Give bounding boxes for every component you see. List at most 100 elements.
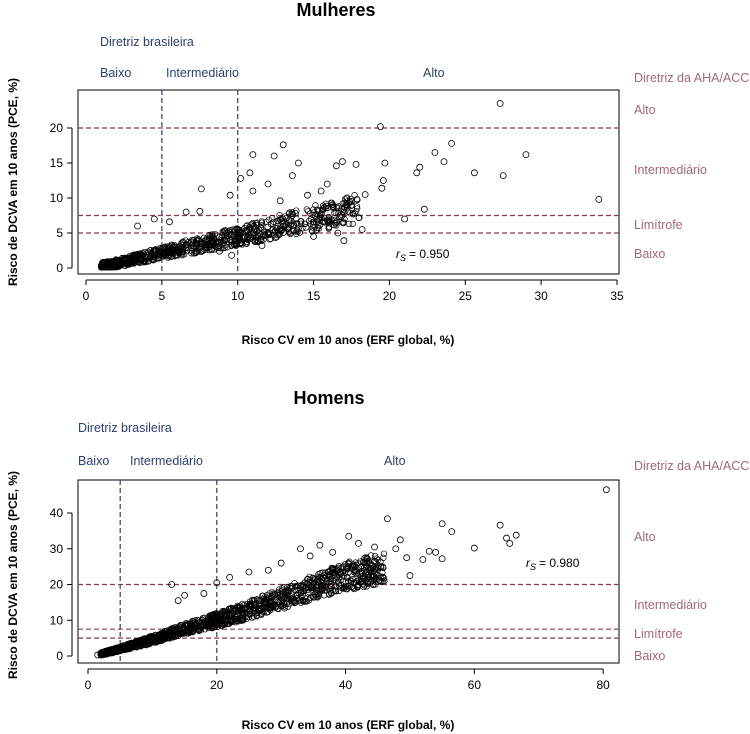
data-point xyxy=(351,210,358,217)
data-point xyxy=(150,215,158,223)
x-tick-label: 40 xyxy=(339,678,353,692)
data-point xyxy=(234,237,241,245)
data-point xyxy=(323,180,331,188)
brazil-guideline-title: Diretriz brasileira xyxy=(100,35,194,49)
data-point xyxy=(357,564,364,571)
data-point xyxy=(176,248,183,255)
data-point xyxy=(192,245,200,252)
data-point xyxy=(175,629,182,636)
data-point xyxy=(309,228,316,235)
data-point xyxy=(376,123,384,130)
data-point xyxy=(251,597,258,604)
data-point xyxy=(212,620,219,627)
data-point xyxy=(258,611,265,619)
data-point xyxy=(314,207,321,214)
data-point xyxy=(340,206,347,213)
data-point xyxy=(355,214,363,222)
data-point xyxy=(362,578,369,585)
chart-title: Homens xyxy=(293,388,364,408)
data-point xyxy=(226,226,234,234)
data-point xyxy=(114,645,122,652)
data-point xyxy=(276,231,283,238)
aha-category-borderline: Limítrofe xyxy=(634,218,683,232)
data-point xyxy=(316,222,323,229)
data-point xyxy=(320,204,328,211)
data-point xyxy=(168,241,175,248)
data-point xyxy=(146,640,153,648)
data-point xyxy=(361,191,369,198)
data-point xyxy=(340,219,347,227)
data-point xyxy=(359,575,367,582)
data-point xyxy=(431,149,439,156)
data-point xyxy=(258,218,265,225)
data-point xyxy=(329,548,337,556)
data-point xyxy=(161,634,169,641)
data-point xyxy=(273,596,280,604)
data-point xyxy=(198,240,205,247)
chart-panel-mulheres: Mulheres Diretriz brasileira Baixo Inter… xyxy=(6,0,749,347)
data-point xyxy=(343,195,350,202)
data-point xyxy=(440,158,448,166)
spearman-value: = 0.980 xyxy=(539,556,580,570)
data-point xyxy=(278,218,285,225)
data-point xyxy=(194,626,201,633)
y-tick-label: 5 xyxy=(56,226,63,240)
data-point xyxy=(181,591,188,599)
data-point xyxy=(249,151,257,159)
data-point xyxy=(269,601,276,608)
data-point xyxy=(370,581,377,588)
data-point xyxy=(341,196,349,203)
data-point xyxy=(208,246,215,254)
data-point xyxy=(331,209,338,217)
data-point xyxy=(284,589,291,596)
spearman-annotation: rS = 0.950 xyxy=(396,247,450,263)
data-point xyxy=(403,554,411,562)
data-point xyxy=(218,618,225,625)
aha-category-borderline: Limítrofe xyxy=(634,627,683,641)
data-point xyxy=(268,215,276,222)
data-point xyxy=(158,630,165,637)
data-point xyxy=(368,565,375,572)
data-point xyxy=(258,221,265,229)
data-point xyxy=(196,207,204,215)
data-point xyxy=(153,252,160,259)
data-point xyxy=(169,625,177,632)
y-axis-title: Risco de DCVA em 10 anos (PCE, %) xyxy=(6,471,20,679)
data-point xyxy=(246,601,253,608)
data-point xyxy=(227,231,235,238)
data-point xyxy=(131,259,138,267)
data-point xyxy=(318,206,326,213)
spearman-subscript: S xyxy=(400,253,406,263)
data-point xyxy=(334,578,342,585)
data-point xyxy=(132,251,139,258)
data-point xyxy=(313,226,321,234)
aha-guideline-title: Diretriz da AHA/ACC xyxy=(634,459,749,473)
data-point xyxy=(321,582,329,589)
data-point xyxy=(377,563,385,571)
data-point xyxy=(332,587,340,595)
data-point xyxy=(349,209,356,217)
chart-title: Mulheres xyxy=(296,0,375,20)
x-axis: 0 5 10 15 20 25 30 35 xyxy=(83,279,624,303)
data-point xyxy=(270,218,277,226)
data-point xyxy=(174,597,182,604)
data-point xyxy=(366,560,374,567)
data-point xyxy=(198,247,205,255)
data-point xyxy=(169,250,176,257)
data-point xyxy=(180,239,187,246)
data-point xyxy=(221,618,228,625)
data-point xyxy=(264,230,272,238)
data-point xyxy=(312,202,319,209)
data-point xyxy=(350,211,357,218)
aha-category-high: Alto xyxy=(634,530,656,544)
data-point xyxy=(258,242,266,250)
x-tick-label: 25 xyxy=(459,289,473,303)
data-point xyxy=(310,206,317,213)
data-point xyxy=(237,229,245,236)
data-point xyxy=(264,566,272,574)
data-point xyxy=(213,615,220,622)
chart-panel-homens: Homens Diretriz brasileira Baixo Interme… xyxy=(6,388,749,732)
data-points xyxy=(134,100,603,259)
data-point xyxy=(149,257,157,264)
data-point xyxy=(304,191,311,199)
